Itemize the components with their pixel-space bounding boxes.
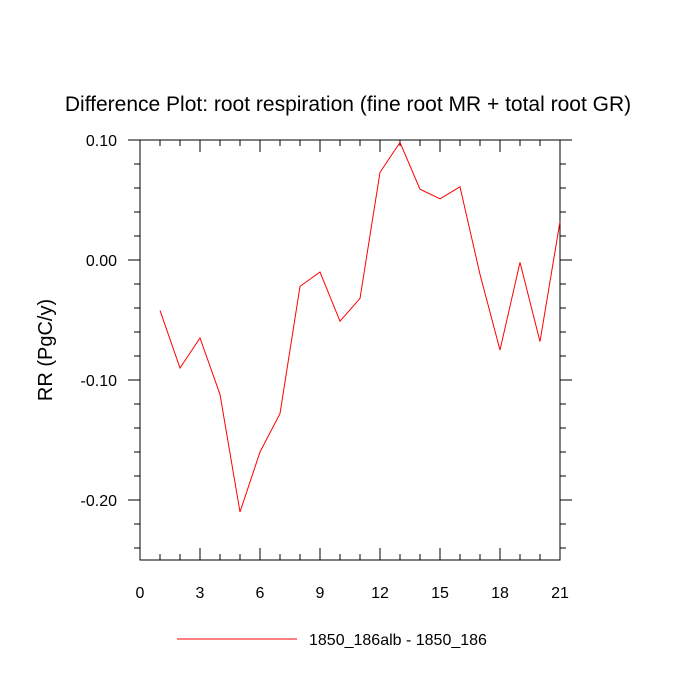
chart-title: Difference Plot: root respiration (fine …	[65, 93, 631, 116]
plot-frame	[140, 140, 560, 560]
minor-ticks	[134, 140, 566, 560]
x-tick-labels: 0 3 6 9 12 15 18 21	[136, 585, 569, 602]
x-tick-label: 21	[551, 585, 569, 602]
y-tick-label: -0.20	[81, 493, 118, 510]
x-tick-label: 0	[136, 585, 145, 602]
legend-label-series-1: 1850_186alb - 1850_186	[309, 632, 487, 649]
y-axis-label: RR (PgC/y)	[35, 299, 57, 401]
x-tick-label: 3	[196, 585, 205, 602]
x-tick-label: 12	[371, 585, 389, 602]
major-ticks	[128, 140, 572, 560]
series-group	[160, 142, 560, 512]
x-tick-label: 9	[316, 585, 325, 602]
chart-canvas: Difference Plot: root respiration (fine …	[0, 0, 700, 700]
x-tick-label: 6	[256, 585, 265, 602]
y-tick-labels: 0.10 0.00 -0.10 -0.20	[81, 133, 118, 510]
series-line-1	[160, 142, 560, 512]
y-tick-label: 0.00	[86, 253, 117, 270]
y-tick-label: 0.10	[86, 133, 117, 150]
x-tick-label: 15	[431, 585, 449, 602]
legend: 1850_186alb - 1850_186	[177, 632, 487, 649]
x-tick-label: 18	[491, 585, 509, 602]
y-tick-label: -0.10	[81, 373, 118, 390]
